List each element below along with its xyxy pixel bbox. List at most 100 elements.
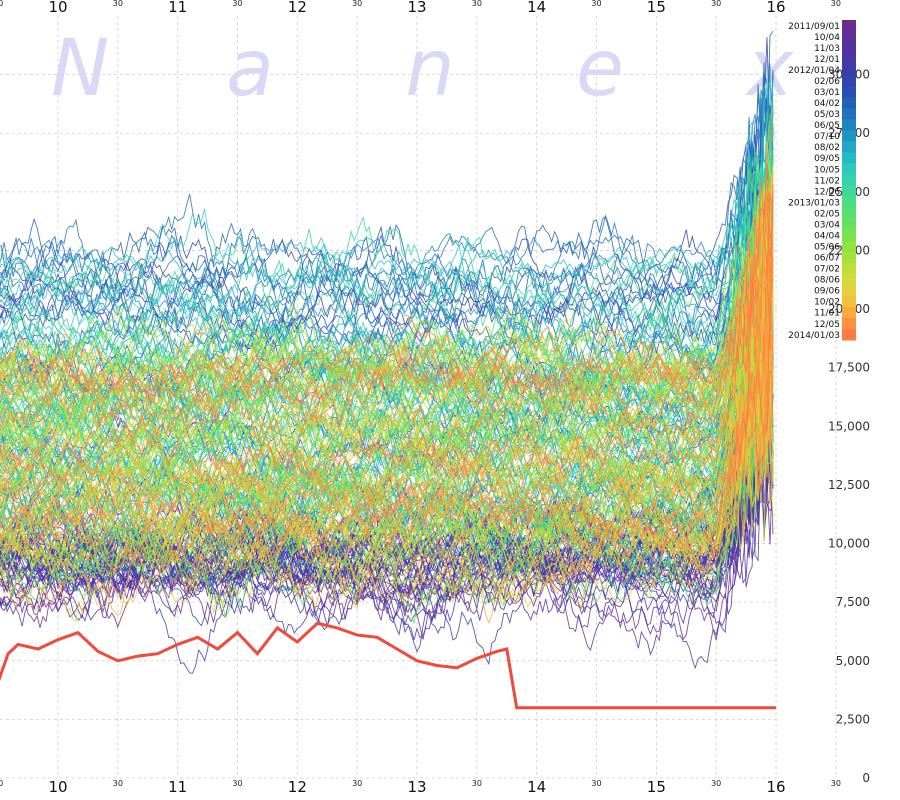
x-tick-label-hour: 15 [647, 0, 666, 16]
series-line [0, 89, 774, 318]
series-line [0, 352, 774, 617]
x-tick-label-30: 30 [0, 0, 3, 8]
legend-swatch [842, 75, 856, 87]
legend-label: 06/05 [814, 121, 840, 131]
legend-swatch [842, 64, 856, 76]
series-line [0, 370, 774, 592]
legend-swatch [842, 20, 856, 32]
legend-swatch [842, 273, 856, 286]
legend-label: 11/03 [814, 44, 840, 54]
series-line [0, 193, 774, 490]
x-tick-label-30: 30 [232, 0, 242, 8]
legend-swatch [842, 174, 856, 187]
series-line [0, 196, 774, 464]
legend-swatch [842, 53, 856, 65]
legend-swatch [842, 262, 856, 275]
legend-label: 12/06 [814, 187, 840, 197]
y-tick-label: 10,000 [828, 537, 870, 551]
series-line [0, 391, 774, 622]
legend-label: 07/02 [814, 265, 840, 275]
legend-label: 2011/09/01 [788, 22, 840, 32]
series-line [0, 249, 774, 589]
x-tick-label-30: 30 [113, 0, 123, 8]
series-line [0, 121, 774, 333]
legend-swatch [842, 163, 856, 175]
legend-swatch [842, 97, 856, 109]
legend-label: 09/05 [814, 154, 840, 164]
series-line [0, 78, 774, 290]
series-line [0, 374, 774, 607]
legend-swatch [842, 317, 856, 330]
series-line [0, 257, 774, 490]
y-tick-label: 2,500 [836, 712, 870, 726]
legend-swatch [842, 141, 856, 153]
y-axis: 0 2,500 5,000 7,500 10,000 12,500 15,000 17,500… [828, 68, 870, 785]
x-tick-label-30: 30 [352, 779, 362, 788]
x-tick-label-30: 30 [352, 0, 362, 8]
series-line [0, 256, 774, 539]
x-tick-label-30: 30 [831, 779, 841, 788]
legend: 2011/09/0110/0411/0312/012012/01/0402/06… [788, 20, 856, 341]
series-line [0, 250, 774, 482]
series-line [0, 130, 774, 358]
series-line [0, 267, 774, 611]
legend-label: 05/06 [814, 243, 840, 253]
legend-swatch [842, 251, 856, 264]
y-tick-label: 15,000 [828, 419, 870, 433]
series-line [0, 371, 774, 624]
series-line [0, 161, 774, 412]
y-tick-label: 17,500 [828, 361, 870, 375]
x-tick-label-30: 30 [0, 779, 3, 788]
series-line [0, 246, 774, 421]
legend-swatch [842, 229, 856, 242]
series-line [0, 149, 774, 443]
legend-swatch [842, 152, 856, 164]
series-line [0, 62, 774, 316]
watermark-letter: a [226, 24, 274, 114]
series-line [0, 178, 774, 408]
series-line [0, 275, 774, 576]
x-tick-label-hour: 14 [527, 0, 546, 16]
watermark-letter: N [51, 24, 109, 114]
legend-label: 10/04 [814, 33, 840, 43]
x-tick-label-hour: 10 [48, 778, 67, 796]
series-line [0, 316, 774, 553]
series-line [0, 169, 774, 418]
x-tick-label-hour: 16 [766, 778, 785, 796]
legend-swatch [842, 185, 856, 198]
legend-label: 2012/01/04 [788, 66, 840, 76]
legend-label: 10/05 [814, 165, 840, 175]
legend-label: 2014/01/03 [788, 331, 840, 341]
legend-swatch [842, 31, 856, 43]
x-tick-label-hour: 16 [766, 0, 785, 16]
x-tick-label-hour: 15 [647, 778, 666, 796]
legend-label: 04/02 [814, 99, 840, 109]
series-line [0, 179, 774, 408]
legend-label: 08/02 [814, 143, 840, 153]
x-tick-label-hour: 10 [48, 0, 67, 16]
series-line [0, 450, 774, 674]
series-line-2014-01-03 [0, 621, 776, 710]
legend-label: 07/10 [814, 132, 840, 142]
x-tick-label-30: 30 [711, 779, 721, 788]
series-line [0, 315, 774, 586]
legend-label: 09/06 [814, 287, 840, 297]
legend-label: 05/03 [814, 110, 840, 120]
series-line [0, 192, 774, 480]
legend-swatch [842, 218, 856, 231]
x-tick-label-30: 30 [591, 0, 601, 8]
legend-swatch [842, 119, 856, 131]
series-line [0, 81, 774, 353]
x-tick-label-30: 30 [232, 779, 242, 788]
x-tick-label-hour: 14 [527, 778, 546, 796]
legend-label: 08/06 [814, 276, 840, 286]
x-tick-label-hour: 13 [407, 778, 426, 796]
y-tick-label: 12,500 [828, 478, 870, 492]
series-line [0, 186, 774, 442]
legend-label: 12/01 [814, 55, 840, 65]
series-line [0, 171, 774, 458]
legend-label: 2013/01/03 [788, 198, 840, 208]
series-line [0, 73, 774, 313]
legend-swatch [842, 207, 856, 220]
watermark-letter: e [576, 24, 624, 114]
